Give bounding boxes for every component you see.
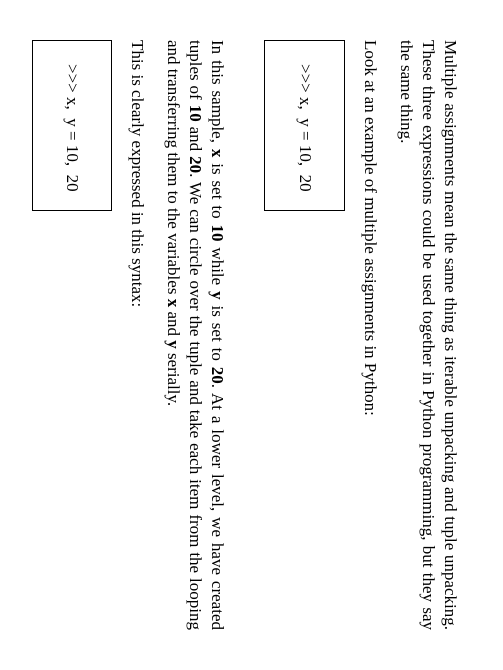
bold-10b: 10 xyxy=(186,105,205,122)
text: Multiple assignments mean the same thing… xyxy=(397,40,460,630)
code-text: >>> x, y = 10, 20 xyxy=(63,64,82,192)
bold-20b: 20 xyxy=(186,156,205,173)
code-block-1: >>> x, y = 10, 20 xyxy=(264,40,344,211)
bold-10: 10 xyxy=(208,225,227,242)
spacer xyxy=(0,40,16,630)
bold-yb: y xyxy=(164,340,183,349)
text: is set to xyxy=(208,157,227,224)
page-content: Multiple assignments mean the same thing… xyxy=(0,0,503,670)
code-text: >>> x, y = 10, 20 xyxy=(296,64,315,192)
text: This is clearly expressed in this syntax… xyxy=(128,40,147,307)
bold-20: 20 xyxy=(208,367,227,384)
code-block-2: >>> x, y = 10, 20 xyxy=(32,40,112,211)
text: and xyxy=(164,307,183,340)
paragraph-syntax-lead: This is clearly expressed in this syntax… xyxy=(126,40,148,630)
text: serially. xyxy=(164,349,183,406)
paragraph-explanation: In this sample, x is set to 10 while y i… xyxy=(162,40,228,630)
text: is set to xyxy=(208,300,227,367)
bold-xb: x xyxy=(164,299,183,308)
paragraph-intro: Multiple assignments mean the same thing… xyxy=(395,40,461,630)
text: Look at an example of multiple assignmen… xyxy=(361,40,380,416)
spacer xyxy=(228,40,248,630)
text: and xyxy=(186,122,205,156)
text: while xyxy=(208,242,227,292)
bold-y: y xyxy=(208,291,227,300)
text: In this sample, xyxy=(208,40,227,149)
paragraph-example-lead: Look at an example of multiple assignmen… xyxy=(359,40,381,630)
